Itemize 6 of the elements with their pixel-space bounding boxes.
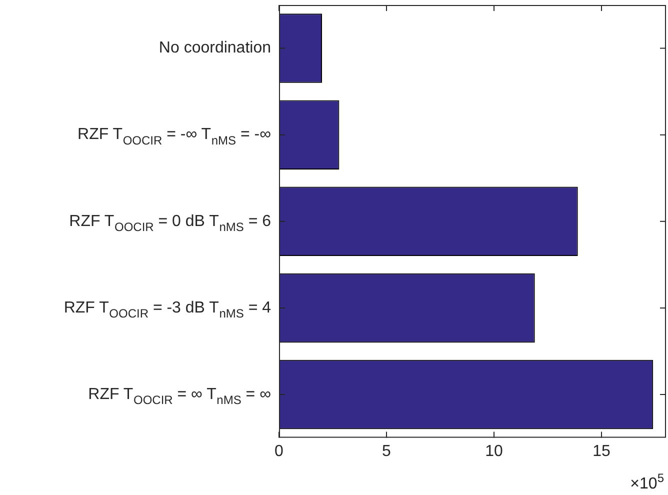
text: ×10$^{5}$ xyxy=(630,470,664,493)
x-tick-label: 15 xyxy=(592,442,610,460)
y-tick-label: No coordination xyxy=(158,40,272,57)
x-tick-label: 5 xyxy=(382,442,392,460)
x-tick-label: 10 xyxy=(485,442,503,460)
x-tick-label: 0 xyxy=(274,442,284,460)
